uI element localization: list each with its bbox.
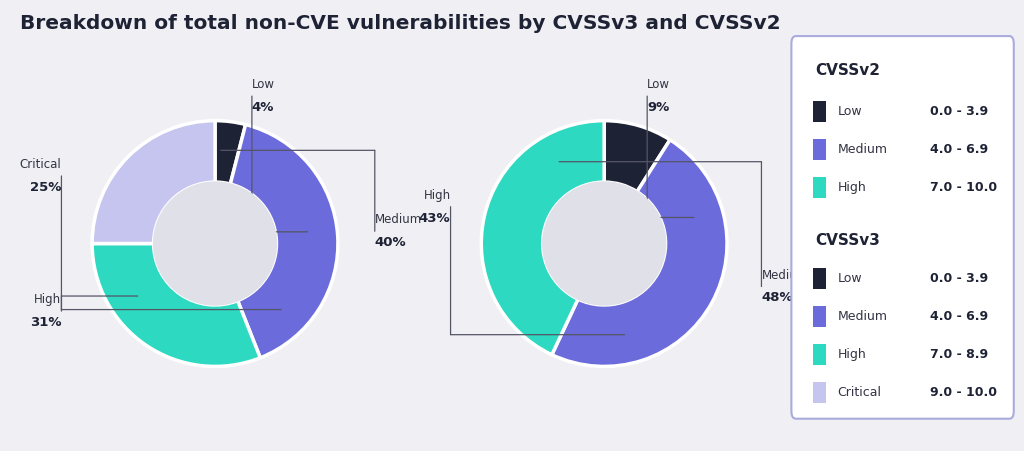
Text: 4%: 4% [252, 101, 274, 114]
Bar [813, 344, 825, 365]
Bar [813, 139, 825, 160]
Text: Low: Low [252, 78, 274, 91]
Circle shape [543, 182, 666, 305]
Text: High: High [35, 293, 61, 306]
Text: CVSSv3: CVSSv3 [815, 233, 881, 248]
Text: 43%: 43% [419, 212, 451, 225]
Wedge shape [481, 121, 604, 355]
Bar [813, 268, 825, 289]
Text: 25%: 25% [30, 181, 61, 194]
Bar [813, 306, 825, 327]
Wedge shape [92, 244, 260, 366]
Text: 0.0 - 3.9: 0.0 - 3.9 [930, 106, 988, 118]
Wedge shape [230, 124, 338, 358]
Text: High: High [838, 181, 866, 194]
Text: 7.0 - 8.9: 7.0 - 8.9 [930, 348, 988, 361]
Text: Medium: Medium [838, 143, 888, 156]
Wedge shape [215, 121, 246, 184]
Text: Critical: Critical [19, 158, 61, 171]
Bar [813, 177, 825, 198]
Text: 4.0 - 6.9: 4.0 - 6.9 [930, 310, 988, 323]
Text: CVSSv2: CVSSv2 [815, 63, 881, 78]
Circle shape [154, 182, 276, 305]
Text: 9.0 - 10.0: 9.0 - 10.0 [930, 386, 997, 399]
Text: 31%: 31% [30, 316, 61, 329]
Text: 4.0 - 6.9: 4.0 - 6.9 [930, 143, 988, 156]
Text: 9%: 9% [647, 101, 670, 114]
Wedge shape [604, 121, 670, 192]
Text: Low: Low [838, 106, 862, 118]
Wedge shape [92, 121, 215, 244]
Text: Breakdown of total non-CVE vulnerabilities by CVSSv3 and CVSSv2: Breakdown of total non-CVE vulnerabiliti… [20, 14, 781, 32]
Text: Low: Low [647, 78, 670, 91]
Text: 0.0 - 3.9: 0.0 - 3.9 [930, 272, 988, 285]
FancyBboxPatch shape [792, 36, 1014, 419]
Text: Medium: Medium [375, 213, 422, 226]
Text: High: High [838, 348, 866, 361]
Text: 40%: 40% [375, 236, 407, 249]
Text: Low: Low [838, 272, 862, 285]
Bar [813, 382, 825, 403]
Text: High: High [424, 189, 451, 202]
Text: Medium: Medium [762, 269, 809, 281]
Text: Critical: Critical [838, 386, 882, 399]
Wedge shape [552, 140, 727, 366]
Bar [813, 101, 825, 122]
Text: 48%: 48% [762, 291, 793, 304]
Text: Medium: Medium [838, 310, 888, 323]
Text: 7.0 - 10.0: 7.0 - 10.0 [930, 181, 997, 194]
